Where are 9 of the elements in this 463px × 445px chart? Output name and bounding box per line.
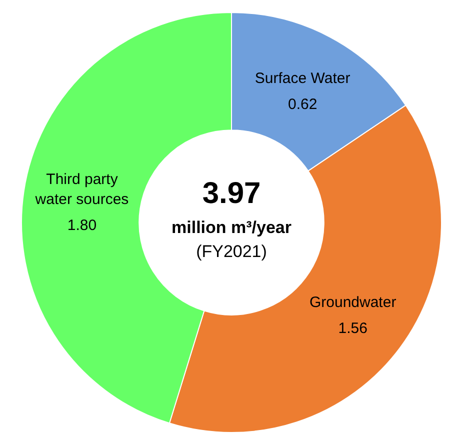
text: (FY2021) — [196, 242, 267, 262]
text: 3.97 — [202, 176, 261, 210]
slice-label: Surface Water — [254, 70, 350, 88]
data-label: 0.62 — [288, 96, 318, 114]
slice-label: Groundwater — [309, 294, 396, 311]
data-label: 1.80 — [67, 217, 97, 234]
data-label: 1.56 — [338, 320, 368, 337]
text: million m³/year — [172, 218, 292, 238]
slice-label: Third party water sources — [34, 171, 129, 208]
